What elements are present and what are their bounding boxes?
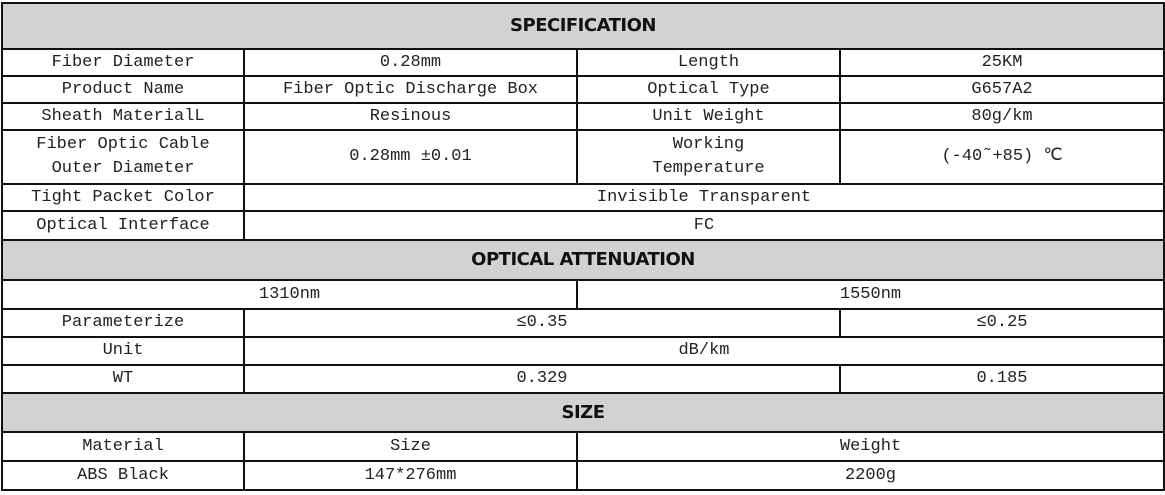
table-row: WT 0.329 0.185 xyxy=(1,364,1165,394)
value: 0.28mm ±0.01 xyxy=(243,129,578,185)
label: Working Temperature xyxy=(576,129,841,185)
label: Parameterize xyxy=(1,308,245,338)
column-header: Size xyxy=(243,431,578,462)
label: Unit xyxy=(1,336,245,366)
table-row: Tight Packet Color Invisible Transparent xyxy=(1,183,1165,212)
label: Sheath MaterialL xyxy=(1,102,245,131)
label: Fiber Diameter xyxy=(1,48,245,77)
label: Product Name xyxy=(1,75,245,104)
table-row: ABS Black 147*276mm 2200g xyxy=(1,460,1165,491)
label: Unit Weight xyxy=(576,102,841,131)
cell: ABS Black xyxy=(1,460,245,491)
value: FC xyxy=(243,210,1165,241)
label: WT xyxy=(1,364,245,394)
table-row: Parameterize ≤0.35 ≤0.25 xyxy=(1,308,1165,338)
table-row: Material Size Weight xyxy=(1,431,1165,462)
label-line: Working xyxy=(672,135,745,154)
column-header: Weight xyxy=(576,431,1165,462)
table-row: Optical Interface FC xyxy=(1,210,1165,241)
wavelength-1550: 1550nm xyxy=(576,279,1165,310)
cell: 147*276mm xyxy=(243,460,578,491)
label-line: Outer Diameter xyxy=(51,159,195,178)
value: G657A2 xyxy=(839,75,1165,104)
label: Optical Type xyxy=(576,75,841,104)
label: Fiber Optic Cable Outer Diameter xyxy=(1,129,245,185)
column-header: Material xyxy=(1,431,245,462)
wavelength-1310: 1310nm xyxy=(1,279,578,310)
optical-attenuation-header: OPTICAL ATTENUATION xyxy=(1,239,1165,281)
value: Invisible Transparent xyxy=(243,183,1165,212)
label-line: Temperature xyxy=(652,159,765,178)
label: Optical Interface xyxy=(1,210,245,241)
table-row: Fiber Diameter 0.28mm Length 25KM xyxy=(1,48,1165,77)
value: (-40˜+85) ℃ xyxy=(839,129,1165,185)
value: Resinous xyxy=(243,102,578,131)
value: 80g/km xyxy=(839,102,1165,131)
value: dB/km xyxy=(243,336,1165,366)
table-row: Sheath MaterialL Resinous Unit Weight 80… xyxy=(1,102,1165,131)
value-1550: ≤0.25 xyxy=(839,308,1165,338)
value-1550: 0.185 xyxy=(839,364,1165,394)
table-row: Fiber Optic Cable Outer Diameter 0.28mm ±… xyxy=(1,129,1165,185)
value-1310: ≤0.35 xyxy=(243,308,841,338)
value: Fiber Optic Discharge Box xyxy=(243,75,578,104)
table-row: 1310nm 1550nm xyxy=(1,279,1165,310)
size-header: SIZE xyxy=(1,392,1165,433)
cell: 2200g xyxy=(576,460,1165,491)
table-row: Unit dB/km xyxy=(1,336,1165,366)
label: Tight Packet Color xyxy=(1,183,245,212)
value-1310: 0.329 xyxy=(243,364,841,394)
specification-header: SPECIFICATION xyxy=(1,2,1165,50)
label-line: Fiber Optic Cable xyxy=(36,135,210,154)
label: Length xyxy=(576,48,841,77)
value: 25KM xyxy=(839,48,1165,77)
table-row: Product Name Fiber Optic Discharge Box O… xyxy=(1,75,1165,104)
value: 0.28mm xyxy=(243,48,578,77)
